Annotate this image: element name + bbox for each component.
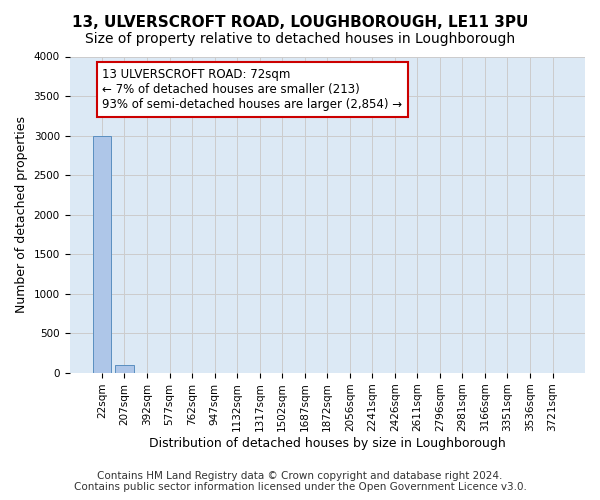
Text: 13 ULVERSCROFT ROAD: 72sqm
← 7% of detached houses are smaller (213)
93% of semi: 13 ULVERSCROFT ROAD: 72sqm ← 7% of detac… [103,68,403,112]
Text: Size of property relative to detached houses in Loughborough: Size of property relative to detached ho… [85,32,515,46]
Y-axis label: Number of detached properties: Number of detached properties [15,116,28,313]
X-axis label: Distribution of detached houses by size in Loughborough: Distribution of detached houses by size … [149,437,506,450]
Text: 13, ULVERSCROFT ROAD, LOUGHBOROUGH, LE11 3PU: 13, ULVERSCROFT ROAD, LOUGHBOROUGH, LE11… [72,15,528,30]
Bar [115,365,134,373]
Text: Contains HM Land Registry data © Crown copyright and database right 2024.
Contai: Contains HM Land Registry data © Crown c… [74,471,526,492]
Bar [93,136,111,373]
